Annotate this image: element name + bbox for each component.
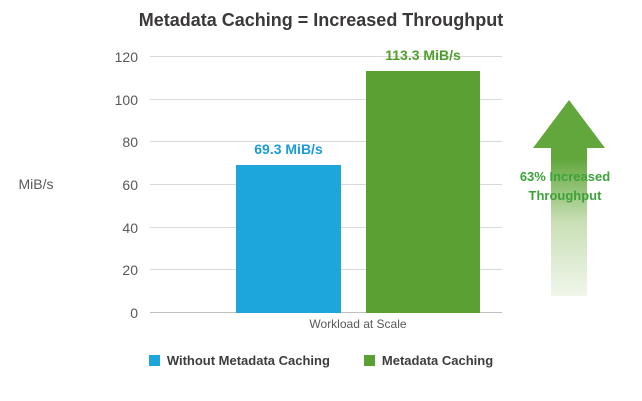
gridline xyxy=(150,56,502,57)
legend-swatch-green-icon xyxy=(363,355,375,366)
y-axis-tick-label: 0 xyxy=(130,305,138,321)
legend-item-without-metadata-caching: Without Metadata Caching xyxy=(148,353,330,368)
legend-swatch-blue-icon xyxy=(148,355,160,366)
y-axis-tick-label: 20 xyxy=(122,262,138,279)
x-axis-category-label: Workload at Scale xyxy=(309,317,407,331)
legend-label-metadata-caching: Metadata Caching xyxy=(381,353,494,368)
y-axis-tick-label: 100 xyxy=(114,91,138,108)
y-axis-ticks: 0 20 40 60 80 100 120 xyxy=(92,49,138,321)
legend-label-without-metadata-caching: Without Metadata Caching xyxy=(166,353,330,368)
bar-group-metadata-caching: 113.3 MiB/s xyxy=(366,47,480,313)
increase-text-line1: Increased xyxy=(545,169,611,184)
y-axis-title: MiB/s xyxy=(18,176,54,192)
y-axis-tick-label: 60 xyxy=(122,177,138,193)
increase-annotation: 63% Increased Throughput xyxy=(498,167,632,205)
gridline xyxy=(150,141,502,143)
increase-text-line2: Throughput xyxy=(528,188,602,203)
increase-arrow-icon xyxy=(533,100,605,296)
bar-metadata-caching xyxy=(366,71,480,313)
bar-group-without-metadata-caching: 69.3 MiB/s xyxy=(236,57,341,313)
chart-title: Metadata Caching = Increased Throughput xyxy=(138,10,504,30)
plot-area: 69.3 MiB/s 113.3 MiB/s xyxy=(150,47,502,313)
y-axis-tick-label: 40 xyxy=(122,219,138,236)
bar-value-label-without-metadata-caching: 69.3 MiB/s xyxy=(254,141,323,158)
bar-value-label-metadata-caching: 113.3 MiB/s xyxy=(385,47,461,64)
y-axis-tick-label: 120 xyxy=(114,49,138,65)
legend: Without Metadata Caching Metadata Cachin… xyxy=(0,353,642,368)
gridline xyxy=(150,98,502,100)
legend-item-metadata-caching: Metadata Caching xyxy=(363,353,494,368)
increase-percent: 63% xyxy=(519,169,546,184)
bar-without-metadata-caching xyxy=(236,165,341,313)
y-axis-tick-label: 80 xyxy=(122,134,138,151)
